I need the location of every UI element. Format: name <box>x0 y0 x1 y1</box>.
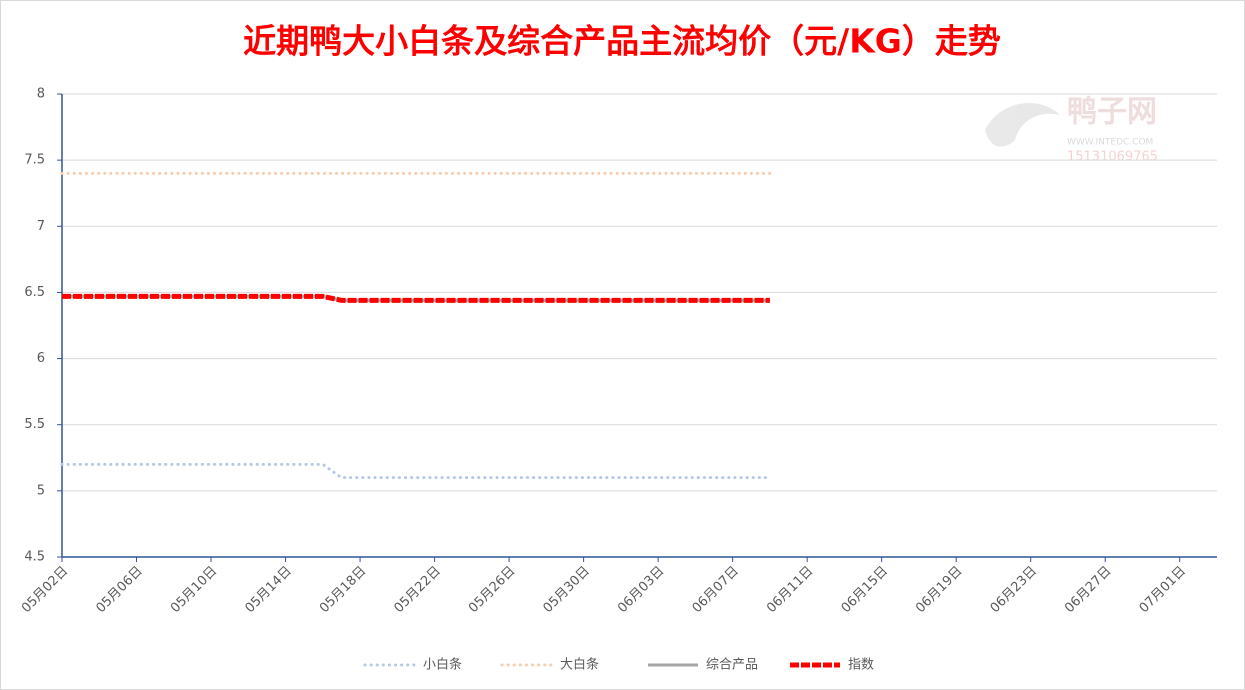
watermark-phone: 15131069765 <box>1067 150 1158 165</box>
legend-label: 大白条 <box>560 657 599 673</box>
watermark: 鸭子网 WWW.INTEDC.COM 15131069765 <box>985 95 1158 165</box>
y-tick-label: 7.5 <box>24 153 45 168</box>
series-line <box>62 293 770 303</box>
y-tick-label: 5.5 <box>24 417 45 432</box>
y-tick-label: 6 <box>37 351 45 366</box>
legend-label: 综合产品 <box>706 658 758 673</box>
legend-label: 小白条 <box>423 657 462 673</box>
y-tick-label: 8 <box>37 87 45 102</box>
y-tick-label: 7 <box>37 219 45 234</box>
watermark-site: WWW.INTEDC.COM <box>1067 138 1153 148</box>
chart-title: 近期鸭大小白条及综合产品主流均价（元/KG）走势 <box>243 22 1001 61</box>
legend-label: 指数 <box>848 658 874 673</box>
y-tick-label: 4.5 <box>24 550 45 565</box>
watermark-name: 鸭子网 <box>1067 95 1157 130</box>
watermark-logo <box>985 103 1060 147</box>
y-tick-label: 6.5 <box>24 285 45 300</box>
y-tick-label: 5 <box>37 483 45 498</box>
